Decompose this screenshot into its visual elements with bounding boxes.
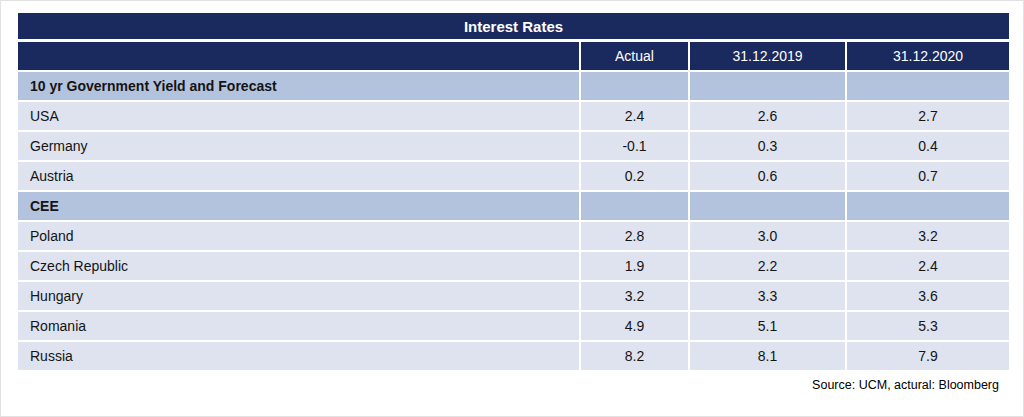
section-empty-cell bbox=[690, 192, 845, 220]
cell-value: 8.1 bbox=[690, 342, 845, 370]
cell-value: 0.6 bbox=[690, 162, 845, 190]
cell-value: 8.2 bbox=[581, 342, 688, 370]
row-label-austria: Austria bbox=[18, 162, 579, 190]
cell-value: 3.6 bbox=[847, 282, 1009, 310]
section-header-label: 10 yr Government Yield and Forecast bbox=[18, 72, 579, 100]
section-empty-cell bbox=[690, 72, 845, 100]
row-label-germany: Germany bbox=[18, 132, 579, 160]
column-header-actual: Actual bbox=[581, 42, 688, 70]
row-label-russia: Russia bbox=[18, 342, 579, 370]
cell-value: 2.2 bbox=[690, 252, 845, 280]
cell-value: 0.3 bbox=[690, 132, 845, 160]
row-label-hungary: Hungary bbox=[18, 282, 579, 310]
cell-value: 3.2 bbox=[847, 222, 1009, 250]
column-header-empty bbox=[18, 42, 579, 70]
cell-value: 1.9 bbox=[581, 252, 688, 280]
cell-value: 2.7 bbox=[847, 102, 1009, 130]
row-label-czech-republic: Czech Republic bbox=[18, 252, 579, 280]
cell-value: 2.4 bbox=[581, 102, 688, 130]
source-note: Source: UCM, actural: Bloomberg bbox=[812, 378, 999, 392]
row-label-romania: Romania bbox=[18, 312, 579, 340]
section-empty-cell bbox=[847, 192, 1009, 220]
cell-value: 3.0 bbox=[690, 222, 845, 250]
section-header-label: CEE bbox=[18, 192, 579, 220]
column-header-31-12-2019: 31.12.2019 bbox=[690, 42, 845, 70]
table-title-bar: Interest Rates bbox=[18, 13, 1009, 39]
cell-value: 0.2 bbox=[581, 162, 688, 190]
cell-value: 3.3 bbox=[690, 282, 845, 310]
cell-value: 4.9 bbox=[581, 312, 688, 340]
section-empty-cell bbox=[581, 72, 688, 100]
cell-value: 5.1 bbox=[690, 312, 845, 340]
cell-value: 2.4 bbox=[847, 252, 1009, 280]
column-header-31-12-2020: 31.12.2020 bbox=[847, 42, 1009, 70]
cell-value: 3.2 bbox=[581, 282, 688, 310]
cell-value: 0.7 bbox=[847, 162, 1009, 190]
cell-value: 7.9 bbox=[847, 342, 1009, 370]
cell-value: 2.6 bbox=[690, 102, 845, 130]
section-empty-cell bbox=[847, 72, 1009, 100]
interest-rates-table: Interest Rates Actual 31.12.2019 31.12.2… bbox=[18, 13, 1009, 370]
row-label-poland: Poland bbox=[18, 222, 579, 250]
cell-value: 5.3 bbox=[847, 312, 1009, 340]
interest-rates-figure: Interest Rates Actual 31.12.2019 31.12.2… bbox=[0, 0, 1024, 417]
section-empty-cell bbox=[581, 192, 688, 220]
table-grid: Actual 31.12.2019 31.12.2020 10 yr Gover… bbox=[18, 42, 1009, 370]
cell-value: -0.1 bbox=[581, 132, 688, 160]
cell-value: 2.8 bbox=[581, 222, 688, 250]
row-label-usa: USA bbox=[18, 102, 579, 130]
cell-value: 0.4 bbox=[847, 132, 1009, 160]
page-title: Interest Rates bbox=[464, 18, 563, 35]
